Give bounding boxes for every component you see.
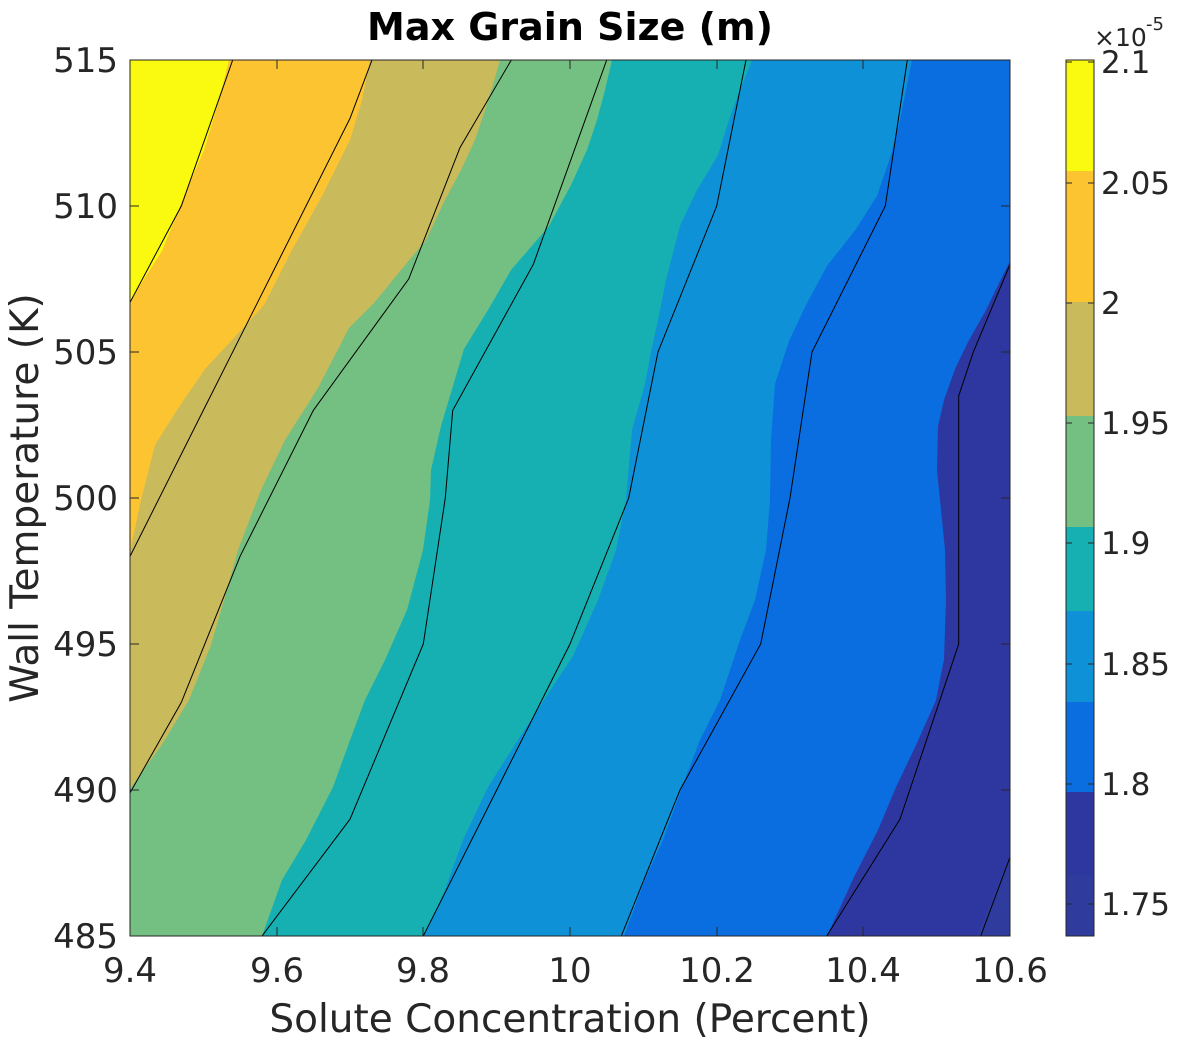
colorbar-band-2 bbox=[1066, 791, 1094, 875]
contour-line-1p9 bbox=[422, 60, 747, 936]
x-axis-label: Solute Concentration (Percent) bbox=[269, 997, 870, 1042]
x-tick-label: 10.4 bbox=[825, 951, 901, 991]
colorbar-band-3 bbox=[1066, 701, 1094, 792]
contour-line-2 bbox=[130, 60, 512, 794]
colorbar-tick-label: 1.95 bbox=[1101, 406, 1170, 442]
colorbar-band-8 bbox=[1066, 170, 1094, 302]
y-tick-label: 490 bbox=[53, 771, 118, 811]
colorbar-scale-multiplier: ×10 bbox=[1094, 23, 1147, 52]
y-tick-label: 495 bbox=[53, 625, 118, 665]
colorbar-tick-label: 1.8 bbox=[1101, 767, 1150, 803]
contour-lines bbox=[130, 60, 1010, 936]
colorbar-frame bbox=[1065, 59, 1095, 937]
colorbar-tick-label: 1.85 bbox=[1101, 647, 1170, 683]
x-tick-label: 9.8 bbox=[396, 951, 450, 991]
colorbar-band-6 bbox=[1066, 415, 1094, 527]
colorbar-ticks bbox=[1066, 61, 1094, 905]
y-tick-label: 515 bbox=[53, 41, 118, 81]
colorbar: 1.75 1.8 1.85 1.9 1.95 2 2.05 2.1 ×10 -5 bbox=[1065, 14, 1170, 937]
x-ticks bbox=[129, 60, 1011, 936]
colorbar-tick-label: 2 bbox=[1101, 286, 1121, 322]
plot-area bbox=[130, 60, 1010, 936]
band-above-2p1 bbox=[130, 60, 229, 301]
colorbar-scale-exponent: -5 bbox=[1146, 14, 1164, 35]
colorbar-tick-label: 1.9 bbox=[1101, 526, 1150, 562]
colorbar-tick-label: 2.1 bbox=[1101, 45, 1150, 81]
colorbar-band-5 bbox=[1066, 526, 1094, 611]
y-tick-label: 510 bbox=[53, 187, 118, 227]
contour-line-2p075 bbox=[130, 60, 234, 303]
chart-title: Max Grain Size (m) bbox=[367, 5, 773, 49]
contour-line-1p85 bbox=[620, 60, 908, 936]
colorbar-tick-label: 2.05 bbox=[1101, 166, 1170, 202]
x-tick-label: 10 bbox=[548, 951, 591, 991]
y-tick-label: 505 bbox=[53, 333, 118, 373]
y-axis-label: Wall Temperature (K) bbox=[3, 293, 48, 702]
y-tick-label: 485 bbox=[53, 917, 118, 957]
contour-line-1p95 bbox=[261, 60, 608, 936]
contour-line-1p75 bbox=[980, 857, 1010, 936]
colorbar-band-4 bbox=[1066, 610, 1094, 702]
band-2p05-2p1 bbox=[130, 60, 370, 552]
contour-line-1p8 bbox=[826, 264, 1010, 936]
colorbar-tick-label: 1.75 bbox=[1101, 887, 1170, 923]
colorbar-band-9 bbox=[1066, 60, 1094, 171]
y-tick-labels: 485 490 495 500 505 510 515 bbox=[53, 41, 118, 957]
contour-line-2p05 bbox=[130, 60, 373, 557]
y-tick-label: 500 bbox=[53, 479, 118, 519]
x-tick-label: 10.6 bbox=[972, 951, 1048, 991]
band-below-1p75 bbox=[977, 855, 1010, 936]
x-tick-label: 9.4 bbox=[103, 951, 157, 991]
x-tick-label: 9.6 bbox=[250, 951, 304, 991]
colorbar-band-7 bbox=[1066, 301, 1094, 416]
x-tick-labels: 9.4 9.6 9.8 10 10.2 10.4 10.6 bbox=[103, 951, 1048, 991]
x-tick-label: 10.2 bbox=[679, 951, 755, 991]
y-ticks bbox=[130, 59, 1010, 937]
colorbar-band-1 bbox=[1066, 874, 1094, 936]
